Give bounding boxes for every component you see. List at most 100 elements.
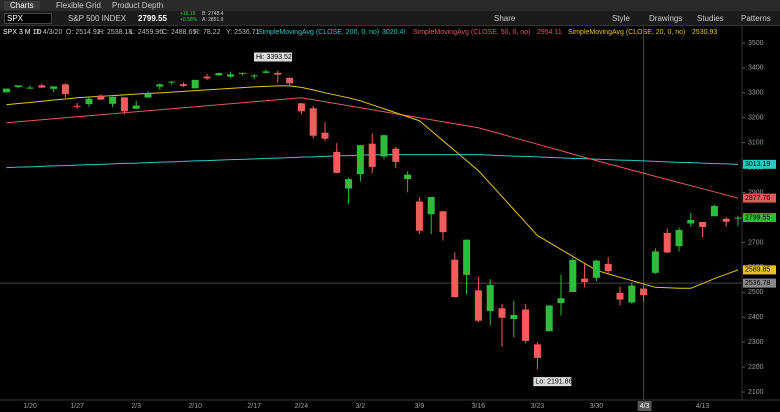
candle-body [238, 72, 246, 74]
candle-body [604, 263, 612, 272]
candle-body [227, 74, 235, 77]
candle-body [109, 96, 117, 104]
candle-body [262, 71, 270, 73]
x-tick-label: 1/27 [70, 403, 84, 410]
symbol-input[interactable]: SPX [4, 13, 52, 24]
last-price-label: 2799.55 [745, 214, 770, 221]
cursor-readout: C: 2488.65 [162, 29, 196, 36]
candle-body [486, 285, 494, 311]
candle-body [61, 84, 69, 95]
cursor-readout: Y: 2536.71 [226, 29, 260, 36]
candle-body [85, 98, 93, 105]
cursor-readout: D: 4/3/20 [34, 29, 63, 36]
candle-body [640, 288, 648, 296]
candle-body [522, 309, 530, 341]
candle-body [592, 260, 600, 278]
candle-body [699, 221, 707, 227]
candle-body [297, 103, 305, 112]
candle-body [710, 206, 718, 217]
candle-body [203, 76, 211, 79]
bid: B: 2748.4 [202, 11, 224, 17]
last-value-label: 3013.19 [745, 161, 770, 168]
x-tick-label: 2/24 [295, 403, 309, 410]
x-tick-label: 2/10 [188, 403, 202, 410]
tab[interactable]: Product Depth [112, 1, 164, 10]
moving-average [6, 97, 739, 199]
ask: A: 2851.9 [202, 17, 224, 23]
candle-body [368, 143, 376, 167]
candle-body [215, 73, 223, 76]
y-tick-label: 2400 [748, 314, 764, 321]
toolbar-button[interactable]: Share [494, 14, 516, 23]
candle-body [345, 179, 353, 189]
change: +16.19 [180, 11, 196, 17]
candle-body [463, 239, 471, 275]
candle-body [250, 75, 258, 77]
x-tick-label: 1/20 [23, 403, 37, 410]
cursor-readout: H: 2538.18 [98, 29, 132, 36]
toolbar-button[interactable]: Patterns [741, 14, 771, 23]
y-tick-label: 2900 [748, 189, 764, 196]
candle-body [533, 344, 541, 358]
tab[interactable]: Charts [4, 1, 40, 10]
candle-body [498, 308, 506, 318]
candle-body [156, 84, 164, 87]
candle-body [191, 79, 199, 89]
crosshair-x-label: 4/3 [640, 403, 650, 410]
candle-body [651, 251, 659, 273]
toolbar-button[interactable]: Drawings [649, 14, 683, 23]
candle-body [333, 151, 341, 173]
crosshair-price-label: 2536.78 [745, 280, 770, 287]
crosshair-price-label-box [743, 278, 776, 288]
candle-body [510, 314, 518, 319]
candle-body [14, 85, 22, 88]
tab[interactable]: Flexible Grid [56, 1, 101, 10]
candle-body [675, 229, 683, 247]
annotation: Hi: 3393.52 [256, 54, 292, 61]
change-pct: +0.58% [180, 17, 198, 23]
candle-body [545, 305, 553, 332]
candle-body [557, 298, 565, 304]
x-tick-label: 3/9 [415, 403, 425, 410]
last-value-label: 2877.76 [745, 195, 770, 202]
candle-body [569, 259, 577, 293]
candle-body [73, 105, 81, 107]
candle-body [581, 278, 589, 283]
candle-body [179, 84, 187, 86]
candle-body [616, 292, 624, 300]
last-price-label-box [743, 213, 776, 223]
y-tick-label: 2100 [748, 389, 764, 396]
legend-entry: SimpleMovingAvg (CLOSE, 20, 0, no) [568, 29, 685, 36]
chart: SPX 3 M 1D D: 4/3/20 O: 2514.92H: 2538.18… [0, 26, 780, 412]
legend-value: 2954.11 [537, 29, 562, 36]
candle-body [415, 201, 423, 231]
description: S&P 500 INDEX [68, 14, 127, 23]
candle-body [734, 217, 742, 219]
candle-body [309, 108, 317, 136]
moving-average [6, 85, 739, 289]
x-tick-label: 3/30 [590, 403, 604, 410]
candle-body [427, 197, 435, 215]
y-tick-label: 3400 [748, 65, 764, 72]
y-tick-label: 2700 [748, 239, 764, 246]
y-tick-label: 3300 [748, 90, 764, 97]
x-tick-label: 2/17 [247, 403, 261, 410]
chart-background [0, 26, 780, 412]
annotation: Lo: 2191.86 [535, 378, 572, 385]
legend-value: 3020.4! [382, 29, 405, 36]
candle-body [380, 135, 388, 157]
last-value-label-box [743, 159, 776, 169]
candle-body [474, 290, 482, 321]
x-tick-label: 3/2 [356, 403, 366, 410]
toolbar-button[interactable]: Studies [697, 14, 724, 23]
candle-body [439, 211, 447, 233]
toolbar-button[interactable]: Style [612, 14, 630, 23]
candle-body [356, 145, 364, 175]
last-price: 2799.55 [138, 14, 167, 23]
candle-body [286, 77, 294, 84]
candle-body [144, 93, 152, 98]
candle-body [321, 132, 329, 139]
y-tick-label: 2500 [748, 289, 764, 296]
last-value-label-box [743, 193, 776, 203]
